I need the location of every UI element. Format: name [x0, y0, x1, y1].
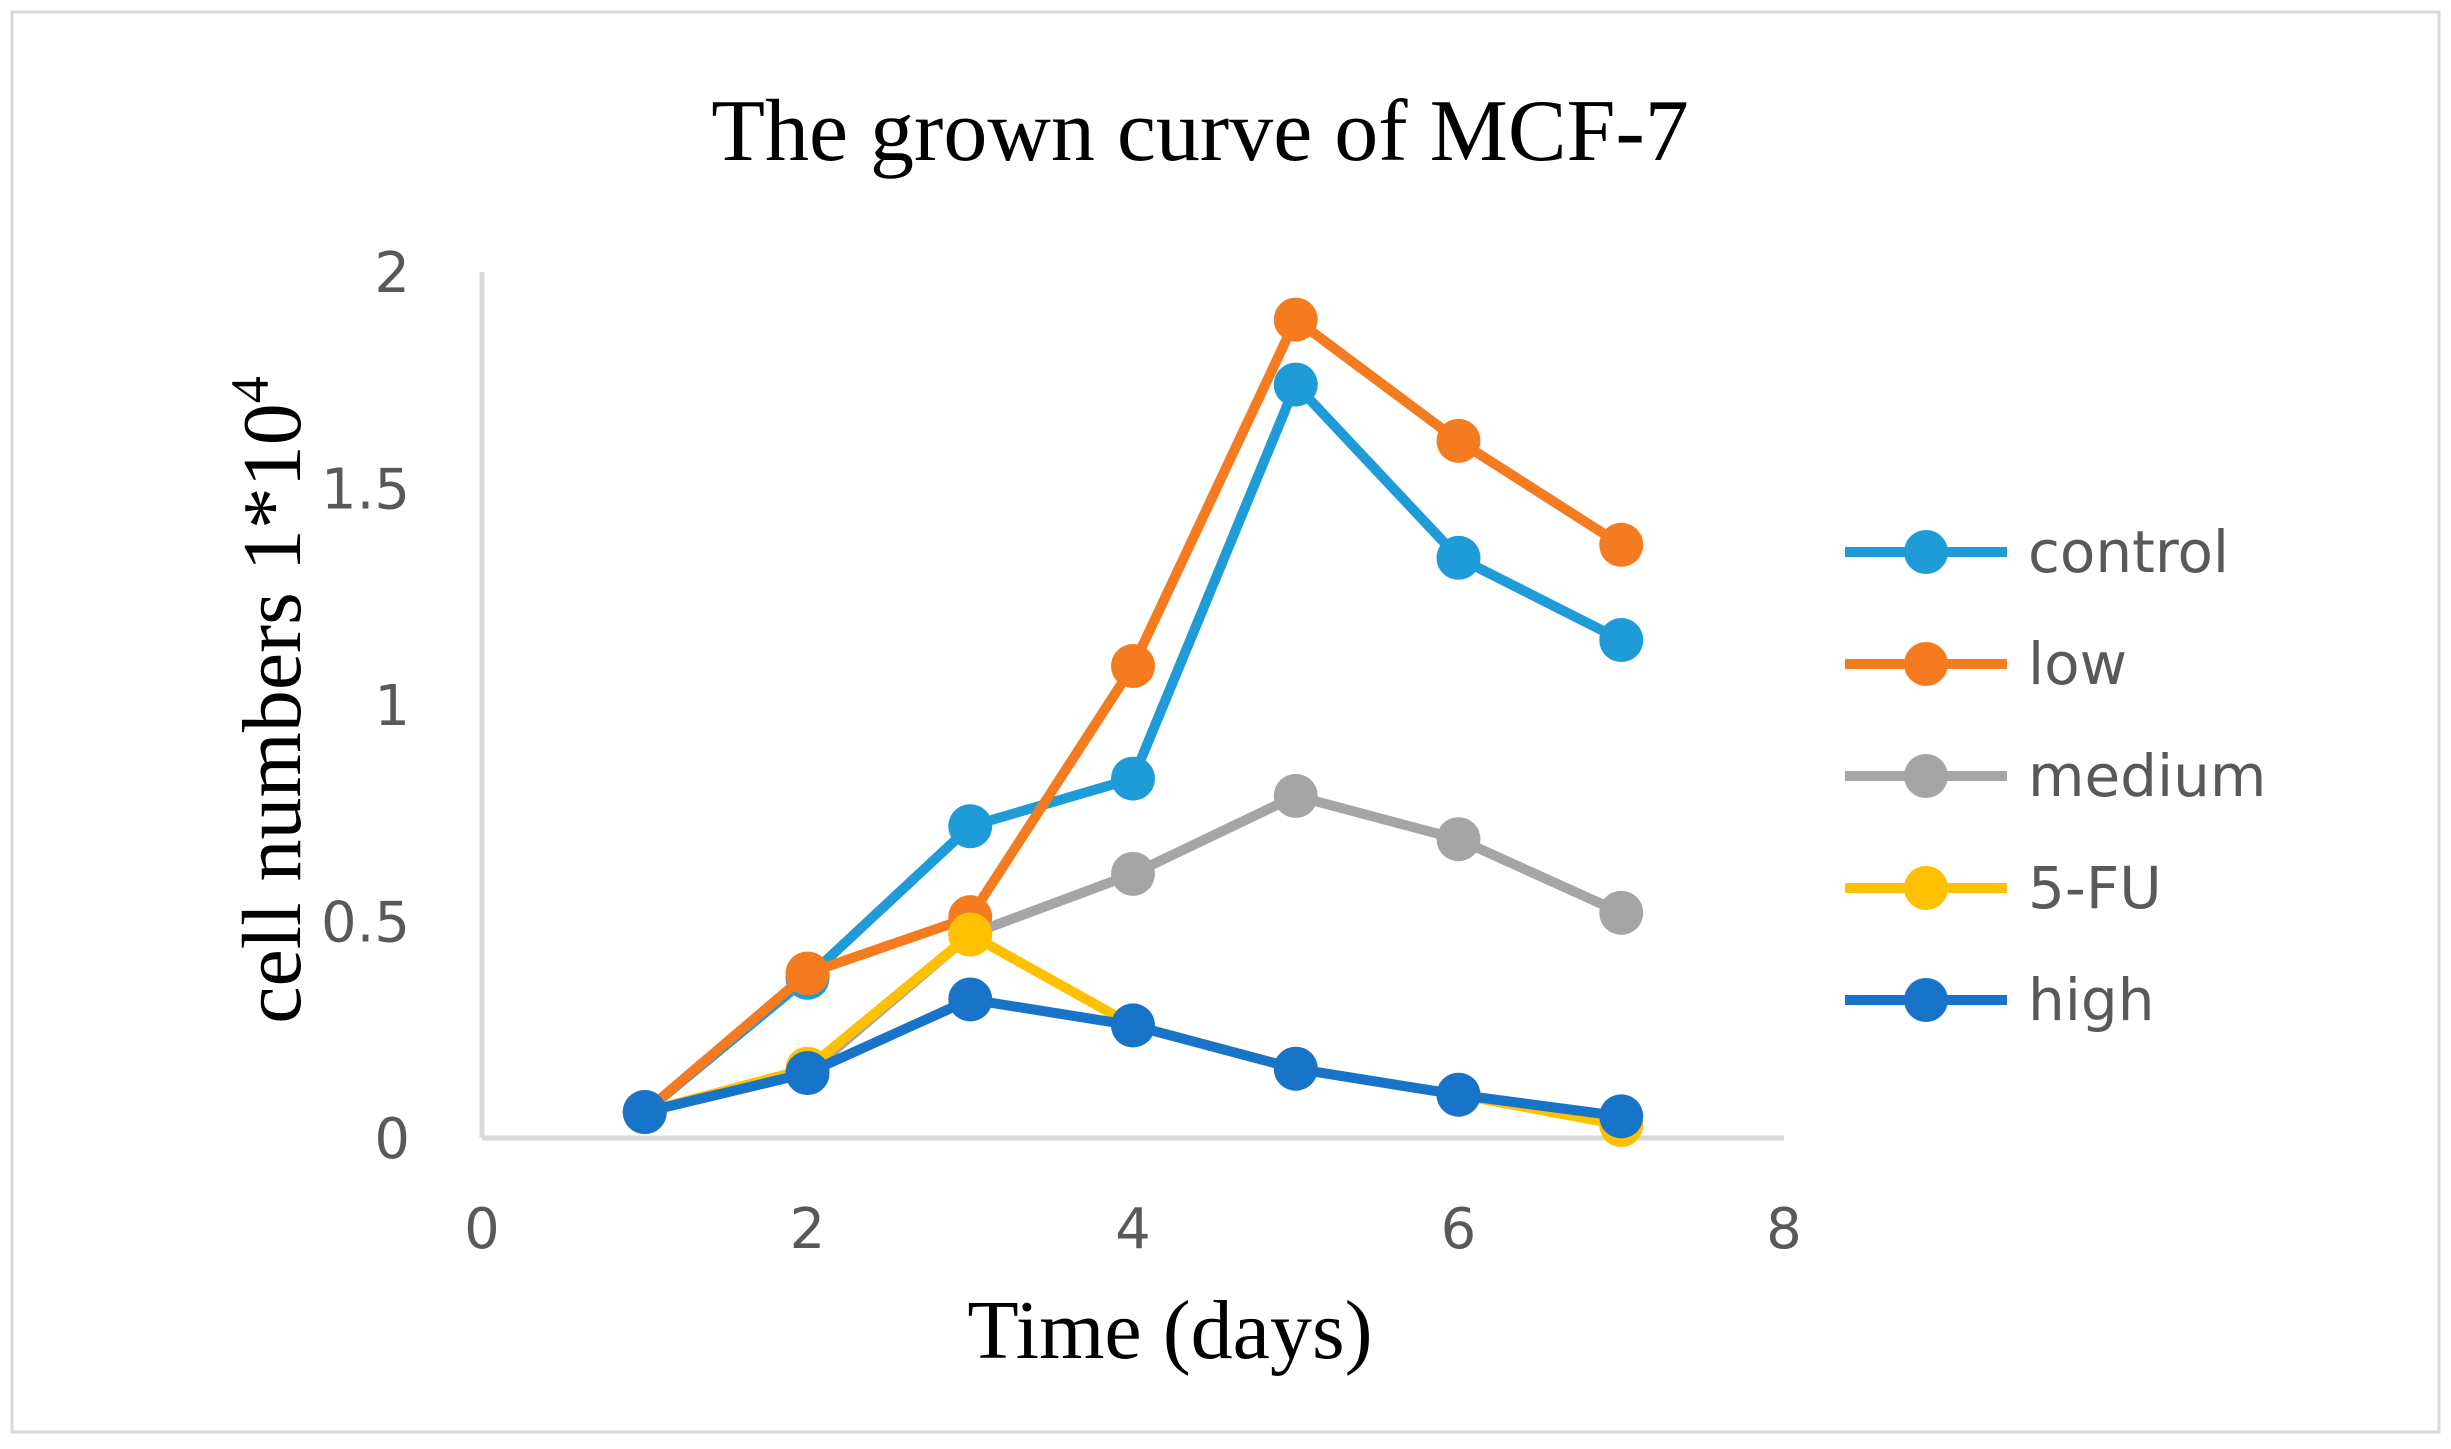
legend-item-control: control [1845, 518, 2229, 586]
series-high [622, 977, 1644, 1139]
y-axis-title: cell numbers 1*104 [220, 376, 319, 1024]
x-tick-label: 8 [1766, 1197, 1802, 1262]
legend-item-5-fu: 5-FU [1845, 854, 2162, 922]
data-point-low [1436, 418, 1481, 463]
legend-item-low: low [1845, 630, 2127, 698]
y-tick-label: 2 [374, 241, 410, 306]
x-tick-label: 2 [790, 1197, 826, 1262]
legend-item-medium: medium [1845, 742, 2266, 810]
legend-marker-medium [1904, 754, 1948, 798]
data-point-control [1111, 756, 1155, 801]
y-tick-label: 0 [374, 1107, 410, 1172]
legend-marker-5-fu [1904, 866, 1948, 910]
data-point-high [1111, 1003, 1155, 1048]
data-point-control [1273, 362, 1318, 407]
x-axis-title: Time (days) [967, 1284, 1372, 1377]
y-tick-label: 1.5 [321, 458, 410, 523]
data-point-high [1436, 1072, 1481, 1117]
data-point-medium [1436, 817, 1481, 862]
data-point-high [948, 977, 993, 1022]
legend-label-low: low [2028, 630, 2127, 698]
chart-title: The grown curve of MCF-7 [711, 83, 1689, 180]
data-point-high [622, 1090, 667, 1135]
legend-item-high: high [1845, 966, 2154, 1034]
data-point-5-fu [948, 912, 993, 957]
data-point-high [1273, 1046, 1318, 1091]
data-point-control [1436, 535, 1481, 580]
data-point-high [1599, 1094, 1644, 1139]
legend-label-control: control [2028, 518, 2229, 586]
data-point-control [948, 804, 993, 849]
y-tick-labels: 0 0.5 1 1.5 2 [321, 241, 410, 1172]
data-point-low [785, 951, 830, 996]
data-point-medium [1273, 773, 1318, 818]
legend: control low medium 5-FU high [1845, 518, 2266, 1034]
data-point-high [785, 1051, 830, 1096]
y-axis-title-superscript: 4 [220, 376, 280, 403]
data-point-medium [1599, 890, 1644, 935]
legend-marker-low [1904, 642, 1948, 686]
data-point-medium [1111, 851, 1155, 896]
data-point-low [1599, 522, 1644, 567]
y-tick-label: 0.5 [321, 891, 410, 956]
y-axis-title-text: cell numbers 1*10 [226, 403, 319, 1024]
svg-text:cell numbers 1*104: cell numbers 1*104 [220, 376, 319, 1024]
x-tick-labels: 0 2 4 6 8 [464, 1197, 1802, 1262]
legend-marker-high [1904, 978, 1948, 1022]
data-point-low [1273, 297, 1318, 342]
x-tick-label: 4 [1115, 1197, 1151, 1262]
data-point-low [1111, 644, 1155, 689]
chart-border [10, 10, 2441, 1434]
y-tick-label: 1 [374, 674, 410, 739]
legend-label-medium: medium [2028, 742, 2266, 810]
x-tick-label: 6 [1441, 1197, 1477, 1262]
legend-marker-control [1904, 530, 1948, 574]
series-layer [622, 297, 1644, 1148]
data-point-control [1599, 618, 1644, 663]
x-tick-label: 0 [464, 1197, 500, 1262]
legend-label-high: high [2028, 966, 2154, 1034]
legend-label-5-fu: 5-FU [2028, 854, 2162, 922]
